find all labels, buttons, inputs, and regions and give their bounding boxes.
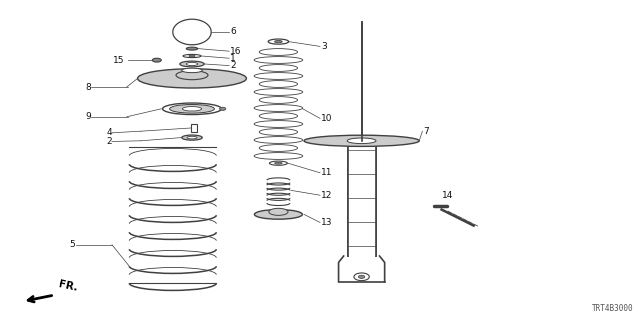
- Ellipse shape: [138, 69, 246, 88]
- Ellipse shape: [254, 73, 303, 79]
- Ellipse shape: [254, 153, 303, 159]
- Text: 2: 2: [230, 61, 236, 70]
- Ellipse shape: [259, 65, 298, 71]
- Ellipse shape: [269, 161, 287, 165]
- Polygon shape: [348, 141, 376, 256]
- Ellipse shape: [259, 113, 298, 119]
- Ellipse shape: [268, 39, 289, 44]
- Ellipse shape: [254, 57, 303, 63]
- Text: 11: 11: [321, 168, 333, 177]
- Text: 15: 15: [113, 56, 125, 65]
- Ellipse shape: [176, 71, 208, 80]
- Ellipse shape: [170, 104, 214, 113]
- Ellipse shape: [182, 68, 202, 73]
- Ellipse shape: [152, 58, 161, 62]
- Ellipse shape: [182, 135, 202, 140]
- Text: 1: 1: [230, 54, 236, 63]
- Text: 16: 16: [230, 47, 242, 56]
- Polygon shape: [173, 19, 211, 45]
- Ellipse shape: [254, 137, 303, 143]
- Text: 12: 12: [321, 191, 333, 200]
- Ellipse shape: [180, 61, 204, 67]
- Circle shape: [358, 275, 365, 278]
- Ellipse shape: [259, 129, 298, 135]
- Ellipse shape: [254, 105, 303, 111]
- Bar: [191, 124, 197, 132]
- Ellipse shape: [259, 81, 298, 87]
- Text: FR.: FR.: [58, 280, 79, 293]
- Ellipse shape: [187, 136, 197, 139]
- Text: 4: 4: [106, 128, 112, 137]
- Text: 10: 10: [321, 114, 333, 123]
- Ellipse shape: [275, 41, 282, 43]
- Text: TRT4B3000: TRT4B3000: [592, 304, 634, 313]
- Ellipse shape: [182, 107, 202, 111]
- Text: 13: 13: [321, 218, 333, 227]
- Ellipse shape: [275, 162, 282, 164]
- Circle shape: [354, 273, 369, 281]
- Ellipse shape: [254, 121, 303, 127]
- Ellipse shape: [259, 49, 298, 55]
- Ellipse shape: [259, 97, 298, 103]
- Ellipse shape: [269, 208, 288, 215]
- Ellipse shape: [183, 54, 201, 58]
- Ellipse shape: [186, 47, 198, 50]
- Ellipse shape: [347, 138, 376, 144]
- Text: 14: 14: [442, 191, 454, 200]
- Ellipse shape: [186, 62, 198, 66]
- Text: 3: 3: [321, 42, 327, 51]
- Ellipse shape: [254, 210, 302, 219]
- Circle shape: [220, 107, 226, 110]
- Ellipse shape: [259, 145, 298, 151]
- Text: 2: 2: [106, 137, 112, 146]
- Ellipse shape: [304, 135, 419, 146]
- Text: 6: 6: [230, 28, 236, 36]
- Ellipse shape: [163, 103, 221, 115]
- Text: 9: 9: [85, 112, 91, 121]
- Ellipse shape: [254, 89, 303, 95]
- Text: 7: 7: [424, 127, 429, 136]
- Ellipse shape: [189, 55, 195, 57]
- Text: 8: 8: [85, 83, 91, 92]
- Text: 5: 5: [70, 240, 76, 249]
